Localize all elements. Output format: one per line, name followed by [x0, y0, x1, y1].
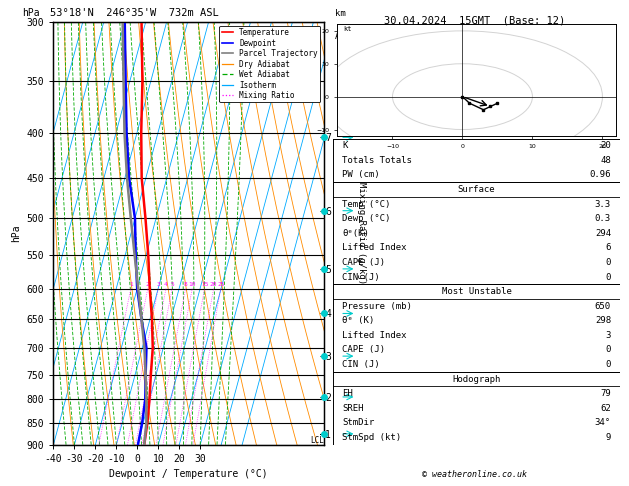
Text: Pressure (mb): Pressure (mb)	[342, 302, 412, 311]
X-axis label: Dewpoint / Temperature (°C): Dewpoint / Temperature (°C)	[109, 469, 268, 479]
Text: 15: 15	[201, 282, 208, 287]
Text: 4: 4	[164, 282, 168, 287]
Legend: Temperature, Dewpoint, Parcel Trajectory, Dry Adiabat, Wet Adiabat, Isotherm, Mi: Temperature, Dewpoint, Parcel Trajectory…	[220, 26, 320, 103]
Text: 0.96: 0.96	[589, 171, 611, 179]
Text: km: km	[335, 9, 345, 17]
Text: ASL: ASL	[335, 33, 351, 41]
Text: 1: 1	[129, 282, 133, 287]
Text: 8: 8	[184, 282, 187, 287]
Text: 0.3: 0.3	[595, 214, 611, 223]
Text: 298: 298	[595, 316, 611, 325]
Text: © weatheronline.co.uk: © weatheronline.co.uk	[423, 469, 527, 479]
Text: 53°18'N  246°35'W  732m ASL: 53°18'N 246°35'W 732m ASL	[50, 8, 219, 17]
Text: CAPE (J): CAPE (J)	[342, 258, 385, 267]
Text: Most Unstable: Most Unstable	[442, 287, 511, 296]
Text: 6: 6	[606, 243, 611, 252]
Text: 2: 2	[146, 282, 150, 287]
Text: LCL: LCL	[310, 436, 324, 445]
Text: 30.04.2024  15GMT  (Base: 12): 30.04.2024 15GMT (Base: 12)	[384, 16, 565, 26]
Text: Temp (°C): Temp (°C)	[342, 200, 391, 208]
Text: Hodograph: Hodograph	[452, 375, 501, 383]
Text: StmDir: StmDir	[342, 418, 374, 427]
Text: 48: 48	[600, 156, 611, 165]
Text: 0: 0	[606, 360, 611, 369]
Text: 294: 294	[595, 229, 611, 238]
Text: 650: 650	[595, 302, 611, 311]
Text: 20: 20	[600, 141, 611, 150]
Text: Surface: Surface	[458, 185, 495, 194]
Text: 34°: 34°	[595, 418, 611, 427]
Text: 3: 3	[606, 331, 611, 340]
Text: Dewp (°C): Dewp (°C)	[342, 214, 391, 223]
Text: θᵉ(K): θᵉ(K)	[342, 229, 369, 238]
Text: 0: 0	[606, 346, 611, 354]
Y-axis label: Mixing Ratio (g/kg): Mixing Ratio (g/kg)	[357, 182, 366, 284]
Text: 0: 0	[606, 258, 611, 267]
Text: K: K	[342, 141, 347, 150]
Text: 3: 3	[157, 282, 160, 287]
Text: 79: 79	[600, 389, 611, 398]
Text: 9: 9	[606, 433, 611, 442]
Text: 62: 62	[600, 404, 611, 413]
Y-axis label: hPa: hPa	[11, 225, 21, 242]
Text: 20: 20	[210, 282, 218, 287]
Text: θᵉ (K): θᵉ (K)	[342, 316, 374, 325]
Text: kt: kt	[343, 26, 352, 32]
Text: EH: EH	[342, 389, 353, 398]
Text: CIN (J): CIN (J)	[342, 360, 379, 369]
Text: PW (cm): PW (cm)	[342, 171, 379, 179]
Text: 0: 0	[606, 273, 611, 281]
Text: Lifted Index: Lifted Index	[342, 243, 406, 252]
Text: 3.3: 3.3	[595, 200, 611, 208]
Text: CIN (J): CIN (J)	[342, 273, 379, 281]
Text: 10: 10	[189, 282, 196, 287]
Text: CAPE (J): CAPE (J)	[342, 346, 385, 354]
Text: StmSpd (kt): StmSpd (kt)	[342, 433, 401, 442]
Text: hPa: hPa	[23, 8, 40, 17]
Text: 25: 25	[217, 282, 225, 287]
Text: Lifted Index: Lifted Index	[342, 331, 406, 340]
Text: SREH: SREH	[342, 404, 364, 413]
Text: 5: 5	[170, 282, 174, 287]
Text: Totals Totals: Totals Totals	[342, 156, 412, 165]
